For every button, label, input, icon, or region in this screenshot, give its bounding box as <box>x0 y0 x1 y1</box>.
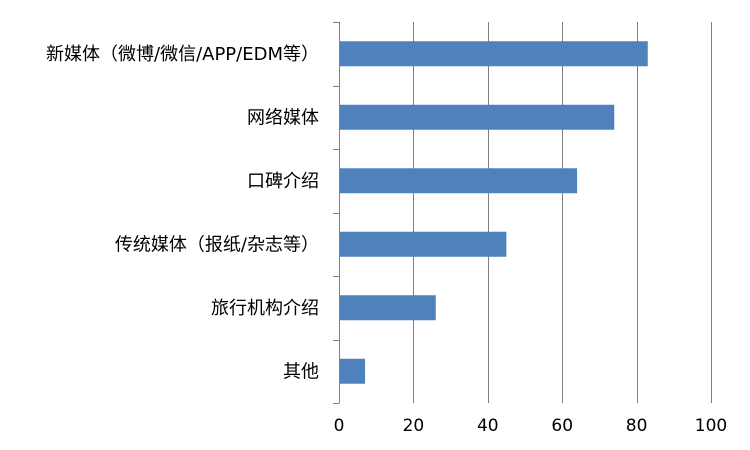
category-label: 传统媒体（报纸/杂志等） <box>115 234 319 255</box>
bar <box>340 41 648 67</box>
bar <box>340 231 507 257</box>
category-label: 新媒体（微博/微信/APP/EDM等） <box>46 44 319 65</box>
category-label: 口碑介绍 <box>247 171 319 192</box>
x-tick-label: 80 <box>626 416 648 436</box>
x-tick-label: 60 <box>551 416 573 436</box>
category-label: 旅行机构介绍 <box>211 298 319 319</box>
bar <box>340 168 578 194</box>
category-label: 其他 <box>283 361 319 382</box>
gridlines <box>413 22 712 403</box>
x-tick-labels: 0 20 40 60 80 100 <box>334 416 728 436</box>
x-tick-label: 40 <box>477 416 499 436</box>
x-tick-label: 0 <box>334 416 345 436</box>
x-tick-label: 100 <box>695 416 727 436</box>
bar <box>340 358 366 384</box>
bar <box>340 104 615 130</box>
bars <box>340 41 648 384</box>
category-label: 网络媒体 <box>247 107 319 128</box>
x-tick-label: 20 <box>403 416 425 436</box>
axis <box>333 22 340 404</box>
bar <box>340 295 436 321</box>
